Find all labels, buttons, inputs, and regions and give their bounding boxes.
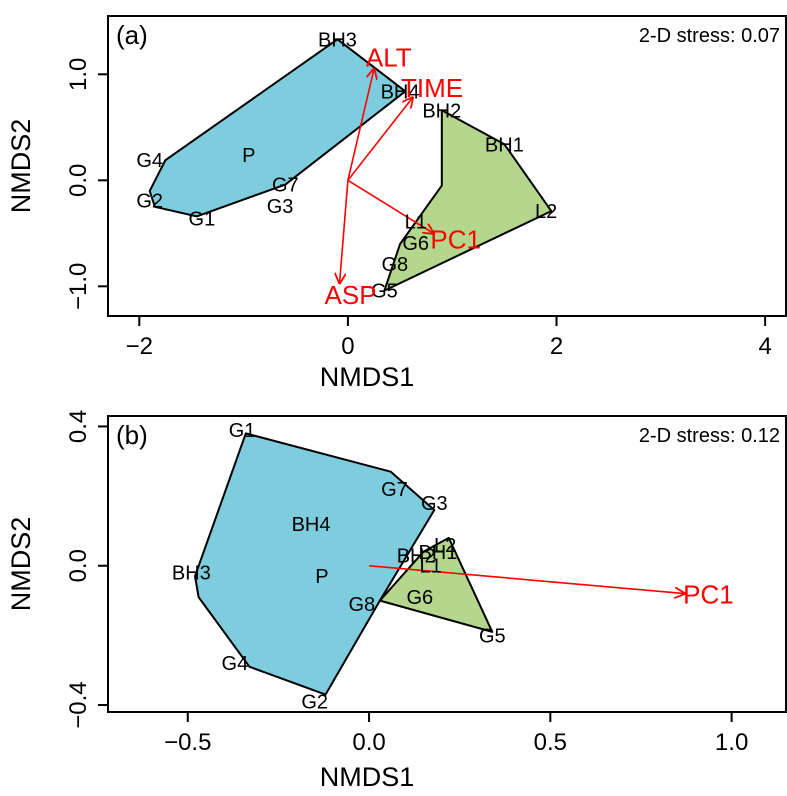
site-label: L1 <box>420 556 442 578</box>
vector-arrow-alt <box>347 69 374 181</box>
vector-arrow-asp <box>340 180 349 283</box>
stress-annotation: 2-D stress: 0.12 <box>639 425 780 447</box>
site-label: G6 <box>402 233 429 255</box>
site-label: P <box>242 145 255 167</box>
plot-frame <box>107 15 787 317</box>
site-label: G3 <box>267 196 294 218</box>
panel-label: (a) <box>116 20 148 50</box>
vector-arrow-pc1 <box>347 179 434 233</box>
vector-label: ALT <box>366 42 412 72</box>
site-label: L2 <box>535 201 557 223</box>
stress-annotation: 2-D stress: 0.07 <box>639 25 780 47</box>
site-label: G6 <box>406 587 433 609</box>
y-axis-title: NMDS2 <box>6 517 36 612</box>
site-label: BH2 <box>422 100 461 122</box>
hull-green <box>383 109 553 292</box>
x-tick-label: 1.0 <box>715 729 748 756</box>
site-label: BH1 <box>418 542 457 564</box>
site-label: G4 <box>222 653 249 675</box>
x-tick-label: 0.0 <box>352 729 385 756</box>
site-label: G5 <box>479 625 506 647</box>
vector-label: PC1 <box>683 580 734 610</box>
site-label: G8 <box>348 594 375 616</box>
site-label: BH3 <box>318 29 357 51</box>
site-label: G5 <box>371 281 398 303</box>
site-label: G1 <box>189 208 216 230</box>
vector-arrow-pc1 <box>368 564 684 594</box>
site-label: G7 <box>272 175 299 197</box>
site-label: BH4 <box>381 81 420 103</box>
x-tick-label: 2 <box>550 333 563 360</box>
x-tick-label: −2 <box>126 333 153 360</box>
x-axis-title: NMDS1 <box>320 762 415 792</box>
vector-arrow-time <box>347 98 413 181</box>
y-axis-title: NMDS2 <box>6 119 36 214</box>
vector-label: TIME <box>401 73 463 103</box>
site-label: G2 <box>136 190 163 212</box>
site-label: L1 <box>405 212 427 234</box>
y-tick-label: 1.0 <box>65 58 92 91</box>
site-label: P <box>315 566 328 588</box>
site-label: G7 <box>381 479 408 501</box>
x-tick-label: −0.5 <box>164 729 211 756</box>
site-label: G4 <box>136 150 163 172</box>
vector-label: PC1 <box>430 225 481 255</box>
site-label: G3 <box>421 493 448 515</box>
y-tick-label: 0.0 <box>65 549 92 582</box>
y-tick-label: 0.0 <box>65 164 92 197</box>
site-label: BH2 <box>397 545 436 567</box>
site-label: G8 <box>382 254 409 276</box>
site-label: BH4 <box>292 514 331 536</box>
y-tick-label: 0.4 <box>65 410 92 443</box>
plot-frame <box>107 415 787 713</box>
hull-blue <box>194 432 436 696</box>
y-tick-label: −0.4 <box>65 681 92 728</box>
vector-label: ASP <box>325 280 377 310</box>
site-label: G1 <box>229 420 256 442</box>
site-label: G2 <box>301 692 328 714</box>
hull-green <box>378 536 494 633</box>
site-label: BH3 <box>172 563 211 585</box>
site-label: BH1 <box>485 134 524 156</box>
y-tick-label: −1.0 <box>65 263 92 310</box>
x-tick-label: 0.5 <box>534 729 567 756</box>
x-tick-label: 4 <box>758 333 771 360</box>
x-axis-title: NMDS1 <box>320 362 415 392</box>
panel-label: (b) <box>116 420 148 450</box>
hull-blue <box>148 38 407 218</box>
site-label: L2 <box>434 535 456 557</box>
x-tick-label: 0 <box>341 333 354 360</box>
